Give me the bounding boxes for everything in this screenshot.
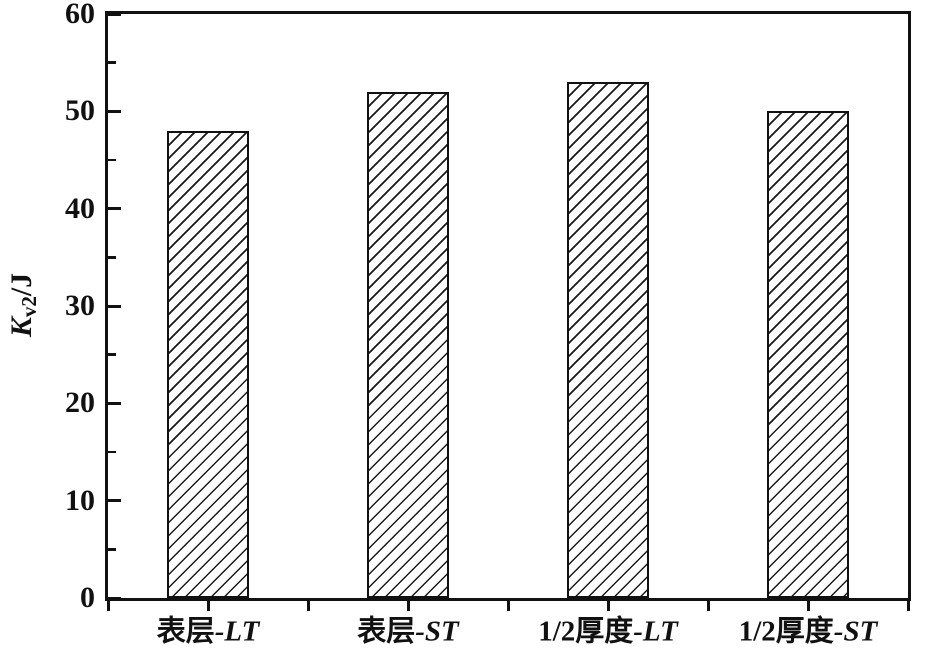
y-tick-label: 0 [80, 581, 95, 614]
x-tick-label: 表层-ST [357, 615, 459, 648]
y-tick-label: 20 [65, 386, 95, 420]
x-axis-tick [806, 601, 810, 611]
y-tick-label: 30 [65, 289, 95, 322]
x-axis-tick [106, 601, 110, 611]
x-tick-label: 表层-LT [156, 615, 260, 648]
x-axis-tick [906, 601, 910, 611]
y-minor-tick [108, 158, 116, 162]
x-axis-tick [606, 601, 610, 611]
y-major-tick [108, 304, 121, 308]
x-axis-tick [206, 601, 210, 611]
bar [367, 91, 449, 598]
y-major-tick [108, 109, 121, 113]
bar [167, 130, 249, 598]
bar [567, 82, 649, 598]
y-major-tick [108, 596, 121, 600]
y-minor-tick [108, 548, 116, 551]
x-axis-tick [506, 601, 510, 611]
x-tick-label: 1/2厚度-LT [538, 615, 678, 648]
y-tick-label: 50 [65, 94, 95, 128]
y-major-tick [108, 499, 121, 503]
x-axis-tick [306, 601, 310, 611]
y-minor-tick [108, 256, 116, 259]
y-minor-tick [108, 353, 116, 356]
bar [767, 111, 849, 598]
y-tick-label: 60 [65, 0, 95, 30]
y-tick-label: 10 [65, 483, 95, 517]
x-tick-label: 1/2厚度-ST [738, 615, 878, 648]
y-major-tick [108, 401, 121, 405]
plot-area [105, 11, 911, 601]
y-minor-tick [108, 450, 116, 454]
y-tick-label: 40 [65, 191, 95, 225]
y-minor-tick [108, 61, 116, 64]
y-major-tick [108, 207, 121, 211]
x-axis-tick [706, 601, 710, 611]
x-axis-tick [406, 601, 410, 611]
y-major-tick [108, 12, 121, 16]
